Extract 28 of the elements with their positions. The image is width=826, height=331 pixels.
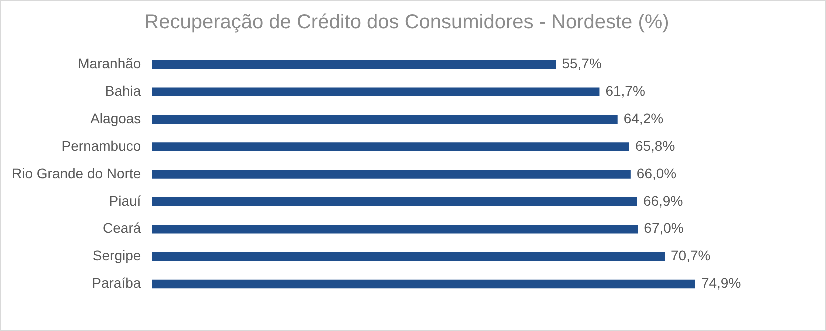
bar [152,170,631,179]
chart-title: Recuperação de Crédito dos Consumidores - Nordeste (%) [144,12,670,34]
bar [152,198,638,206]
bar [152,225,638,234]
bar [152,142,630,152]
data-label: 74,9% [701,275,742,292]
bar [152,252,666,262]
data-label: 65,8% [635,138,676,154]
data-label: 55,7% [562,56,602,72]
bar [152,115,618,124]
data-label: 61,7% [606,83,646,100]
bar [152,280,696,289]
data-label: 67,0% [644,220,684,236]
y-tick-label: Alagoas [90,110,142,126]
y-tick-label: Ceará [103,220,142,236]
data-label: 66,9% [643,192,684,209]
data-label: 66,0% [636,165,677,182]
bar [152,60,556,70]
y-tick-label: Pernambuco [62,138,142,154]
data-label: 64,2% [624,110,664,126]
y-tick-label: Sergipe [92,248,142,264]
y-tick-label: Paraíba [92,275,142,292]
data-label: 70,7% [671,248,711,264]
y-tick-label: Rio Grande do Norte [12,165,142,182]
y-tick-label: Bahia [105,83,142,100]
y-tick-label: Piauí [109,192,142,209]
bar [152,88,600,97]
y-tick-label: Maranhão [78,56,142,72]
